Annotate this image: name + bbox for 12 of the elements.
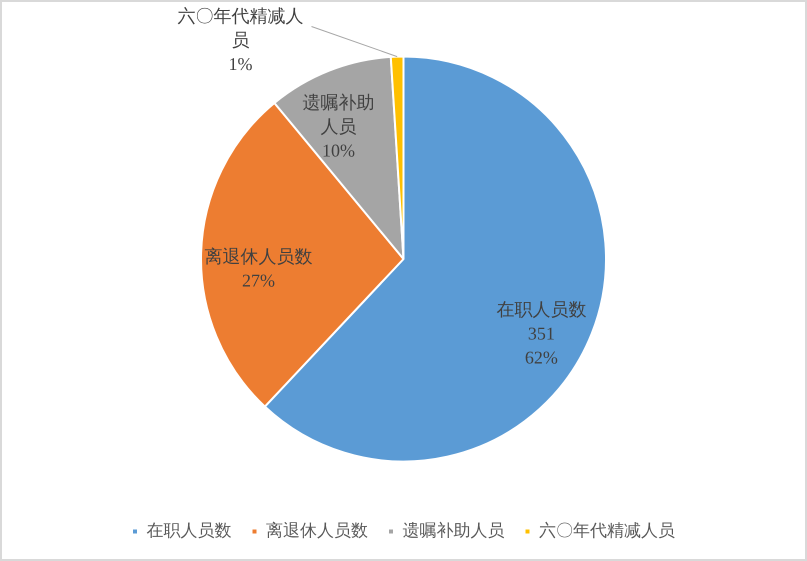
data-label: 351 62%: [524, 323, 558, 368]
data-label: 27%: [242, 270, 276, 290]
slice-label: 遗嘱补助人员: [302, 92, 374, 136]
data-label: 10%: [322, 140, 355, 160]
legend-label: 在职人员数: [146, 521, 232, 540]
legend-label: 离退休人员数: [266, 521, 368, 540]
data-label: 1%: [228, 54, 252, 74]
slice-label: 在职人员数: [496, 299, 586, 320]
legend-label: 六〇年代精减人员: [539, 521, 675, 540]
legend-label: 遗嘱补助人员: [402, 521, 504, 540]
slice-label: 离退休人员数: [204, 246, 313, 266]
slice-label: 六〇年代精减人员: [177, 6, 304, 50]
